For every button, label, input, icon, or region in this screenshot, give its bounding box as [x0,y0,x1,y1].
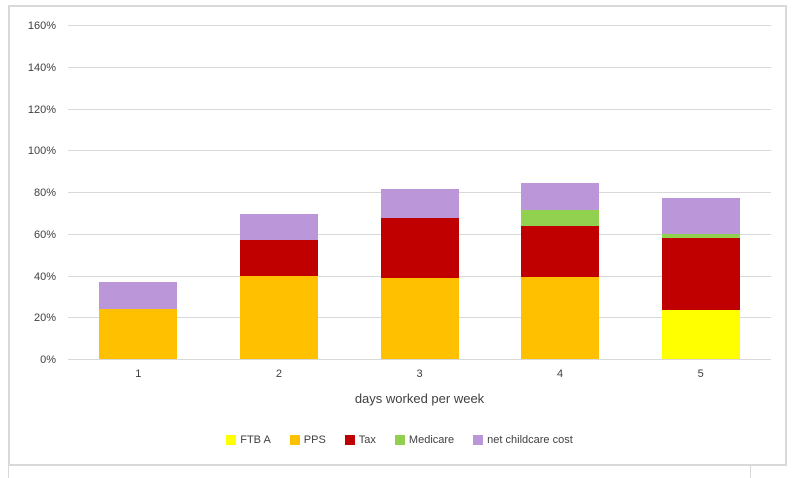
y-tick-label: 0% [40,354,56,366]
bar-segment-pps[interactable] [99,308,178,359]
bar-segment-net-childcare-cost[interactable] [380,188,459,219]
bar-segment-net-childcare-cost[interactable] [239,213,318,241]
y-axis[interactable]: 0% 20% 40% 60% 80% 100% 120% 140% 160% [10,20,60,366]
bar-segment-tax[interactable] [521,226,600,277]
x-axis[interactable]: 1 2 3 4 5 [68,368,771,384]
legend-item-pps[interactable]: PPS [289,434,326,446]
y-tick-label: 60% [33,228,56,241]
legend[interactable]: FTB A PPS Tax Medicare net childcare cost [10,434,789,446]
y-tick-label: 140% [27,61,56,74]
legend-item-tax[interactable]: Tax [344,434,376,446]
gridline [68,25,771,26]
legend-swatch [344,435,355,445]
legend-item-medicare[interactable]: Medicare [394,434,455,446]
bar-segment-net-childcare-cost[interactable] [661,198,740,234]
stacked-bar-2[interactable] [239,213,318,359]
bar-segment-net-childcare-cost[interactable] [521,182,600,210]
x-tick-label: 3 [416,368,423,380]
legend-swatch [226,435,237,445]
gridline [68,66,771,68]
legend-swatch [289,435,300,445]
legend-label: PPS [303,434,326,446]
legend-item-net-childcare-cost[interactable]: net childcare cost [473,434,573,446]
x-axis-title[interactable]: days worked per week [354,391,485,406]
gridline [68,108,771,110]
legend-swatch [473,435,484,445]
bar-segment-medicare[interactable] [521,209,600,227]
bar-segment-ftb-a[interactable] [661,309,740,359]
stacked-bar-1[interactable] [99,281,178,359]
x-tick-label: 1 [135,368,142,380]
x-tick-label: 2 [275,368,282,380]
bar-segment-medicare[interactable] [661,233,740,238]
plot-area[interactable] [68,25,771,360]
bar-segment-pps[interactable] [521,276,600,359]
x-axis-line [68,359,771,360]
legend-label: Tax [358,434,376,446]
stacked-bar-3[interactable] [380,188,459,359]
stacked-bar-4[interactable] [521,182,600,359]
bar-segment-pps[interactable] [239,275,318,359]
x-tick-label: 4 [557,368,564,380]
worksheet-gridline [750,466,751,478]
chart-frame[interactable]: 0% 20% 40% 60% 80% 100% 120% 140% 160% 1 2 3 4 5 day… [8,5,787,466]
y-tick-label: 80% [33,187,56,199]
y-tick-label: 160% [27,20,56,32]
y-tick-label: 100% [27,145,56,158]
x-tick-label: 5 [697,368,704,380]
bar-segment-tax[interactable] [661,237,740,310]
worksheet-gridline [8,466,9,478]
stacked-bar-5[interactable] [661,198,740,359]
legend-label: FTB A [240,434,271,446]
y-tick-label: 120% [27,103,56,116]
legend-label: net childcare cost [487,434,573,446]
y-tick-label: 20% [33,312,56,325]
bar-segment-net-childcare-cost[interactable] [99,281,178,309]
bar-segment-tax[interactable] [239,240,318,276]
bar-segment-pps[interactable] [380,277,459,359]
legend-item-ftb-a[interactable]: FTB A [226,434,271,446]
gridline [68,150,771,152]
bar-segment-tax[interactable] [380,218,459,278]
legend-label: Medicare [408,434,455,446]
legend-swatch [394,435,405,445]
y-tick-label: 40% [33,270,56,283]
